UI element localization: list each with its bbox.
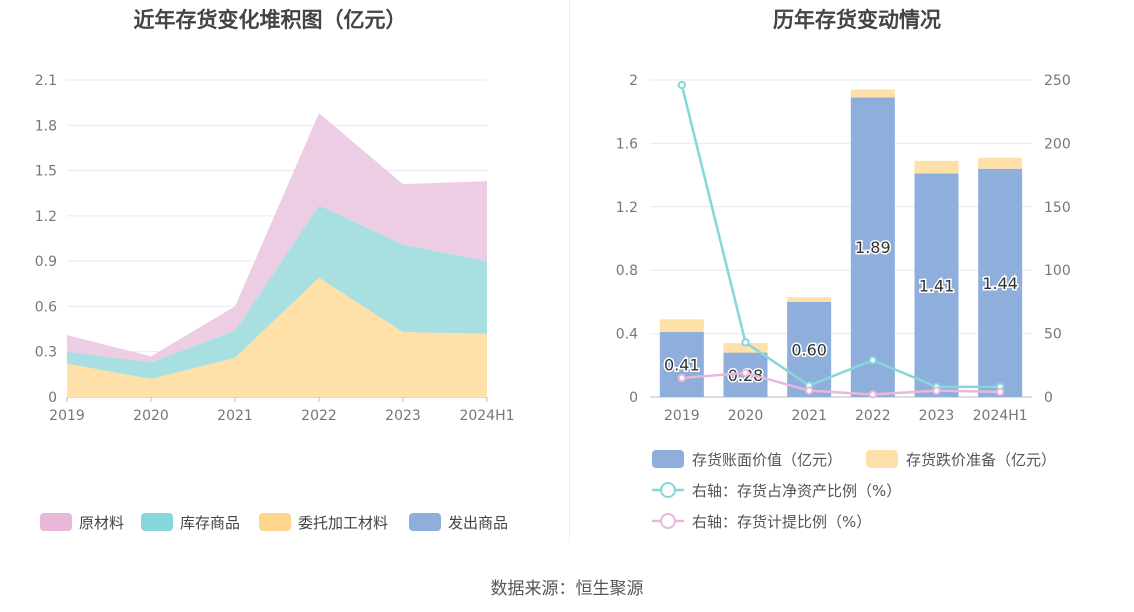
bar-value-label: 1.44 <box>982 274 1018 293</box>
area-series-库存商品 <box>67 205 487 379</box>
bar-value-label: 1.41 <box>919 276 955 295</box>
area-series-委托加工材料 <box>67 277 487 397</box>
y-tick-label: 0.8 <box>616 263 638 279</box>
y2-tick-label: 250 <box>1044 73 1071 89</box>
bar-存货账面价值（亿元） <box>978 168 1023 397</box>
bar-存货账面价值（亿元） <box>850 97 895 397</box>
x-tick-label: 2022 <box>301 408 337 424</box>
line-point <box>995 387 1005 397</box>
legend-swatch <box>866 450 898 468</box>
y2-tick-label: 50 <box>1044 327 1062 343</box>
y-tick-label: 0 <box>629 390 638 406</box>
x-tick-label: 2021 <box>217 408 253 424</box>
inventory-change-bar-chart: 历年存货变动情况 0 0.4 0.8 1.2 1.6 2 0 50 100 150 200 250 0.4… <box>616 8 1071 531</box>
line-point <box>677 373 687 383</box>
legend-label: 存货账面价值（亿元） <box>692 451 842 469</box>
y-tick-label: 0.4 <box>616 327 638 343</box>
chart-title: 历年存货变动情况 <box>773 8 941 32</box>
y-tick-label: 1.2 <box>35 209 57 225</box>
y2-tick-label: 100 <box>1044 263 1071 279</box>
line-point <box>868 390 878 399</box>
bar-存货跌价准备（亿元） <box>978 157 1023 169</box>
bar-value-label: 0.60 <box>791 340 827 359</box>
y2-tick-label: 200 <box>1044 136 1071 152</box>
chart-title: 近年存货变化堆积图（亿元） <box>134 8 407 32</box>
legend-label: 右轴：存货占净资产比例（%） <box>692 482 901 500</box>
legend-swatch <box>259 513 291 531</box>
x-tick-label: 2022 <box>855 408 891 424</box>
bar-存货账面价值（亿元） <box>787 301 832 397</box>
bar-存货跌价准备（亿元） <box>850 89 895 98</box>
bar-存货跌价准备（亿元） <box>723 343 768 353</box>
panel-divider <box>569 0 570 542</box>
line-point <box>677 80 687 90</box>
legend-label: 委托加工材料 <box>298 514 388 532</box>
y-tick-label: 1.5 <box>35 164 57 180</box>
y-tick-label: 1.2 <box>616 200 638 216</box>
bar-存货账面价值（亿元） <box>659 332 704 397</box>
line-point <box>804 386 814 395</box>
legend-marker <box>660 513 676 529</box>
inventory-stacked-area-chart: 近年存货变化堆积图（亿元） 0 0.3 0.6 0.9 1.2 1.5 1.8 2.1 2019 2… <box>35 8 515 532</box>
legend-label: 右轴：存货计提比例（%） <box>692 513 871 531</box>
legend-label: 发出商品 <box>448 514 508 532</box>
bar-存货账面价值（亿元） <box>914 173 959 397</box>
legend-label: 原材料 <box>79 514 124 532</box>
line-point <box>868 356 878 365</box>
x-tick-label: 2020 <box>728 408 764 424</box>
x-tick-label: 2020 <box>133 408 169 424</box>
bar-存货跌价准备（亿元） <box>659 319 704 333</box>
bar-存货跌价准备（亿元） <box>914 160 959 174</box>
x-tick-label: 2023 <box>385 408 421 424</box>
y2-tick-label: 150 <box>1044 200 1071 216</box>
bar-value-label: 1.89 <box>855 238 891 257</box>
line-point <box>932 386 941 395</box>
line-右轴：存货计提比例（%） <box>681 371 1001 396</box>
data-source-note: 数据来源：恒生聚源 <box>490 579 644 599</box>
y2-tick-label: 0 <box>1044 390 1053 406</box>
y-tick-label: 1.8 <box>35 118 57 134</box>
area-series-原材料 <box>67 113 487 363</box>
legend-swatch <box>409 513 441 531</box>
y-tick-label: 0 <box>48 390 57 406</box>
y-tick-label: 2.1 <box>35 73 57 89</box>
line-point <box>741 338 750 347</box>
x-tick-label: 2021 <box>791 408 827 424</box>
legend-swatch <box>652 450 684 468</box>
legend-swatch <box>141 513 173 531</box>
x-tick-label: 2024H1 <box>973 408 1028 424</box>
legend-label: 存货跌价准备（亿元） <box>906 451 1056 469</box>
y-tick-label: 0.3 <box>35 345 57 361</box>
legend-swatch <box>40 513 72 531</box>
y-tick-label: 2 <box>629 73 638 89</box>
legend-marker <box>660 482 676 498</box>
y-tick-label: 0.9 <box>35 254 57 270</box>
x-tick-label: 2023 <box>919 408 955 424</box>
bar-value-label: 0.41 <box>664 356 700 375</box>
x-tick-label: 2019 <box>49 408 85 424</box>
x-tick-label: 2019 <box>664 408 700 424</box>
y-tick-label: 0.6 <box>35 299 57 315</box>
line-point <box>741 368 750 378</box>
y-tick-label: 1.6 <box>616 136 638 152</box>
legend-label: 库存商品 <box>180 514 240 532</box>
line-右轴：存货占净资产比例（%） <box>680 84 1001 389</box>
bar-存货跌价准备（亿元） <box>787 297 832 302</box>
x-tick-label: 2024H1 <box>459 408 514 424</box>
